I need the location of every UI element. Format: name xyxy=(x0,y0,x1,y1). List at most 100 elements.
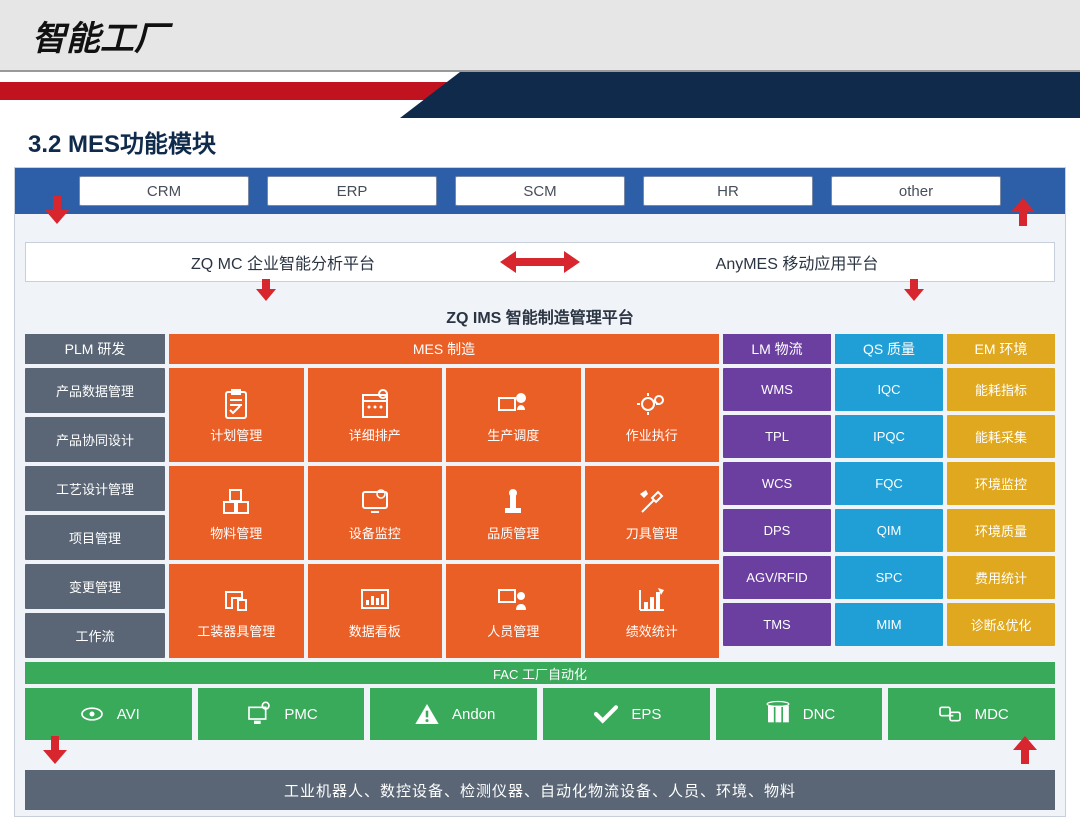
qs-header: QS 质量 xyxy=(835,334,943,364)
servers-icon xyxy=(763,699,793,729)
mes-module: 计划管理 xyxy=(169,368,304,462)
arrow-down-icon xyxy=(43,742,67,766)
mes-module-label: 计划管理 xyxy=(210,425,262,444)
boxes-icon xyxy=(218,484,254,520)
qs-item: FQC xyxy=(835,462,943,505)
em-item: 环境质量 xyxy=(947,509,1055,552)
tools-icon xyxy=(634,484,670,520)
fac-module: MDC xyxy=(888,688,1055,740)
plm-item: 工艺设计管理 xyxy=(25,466,165,511)
warn-icon xyxy=(412,699,442,729)
lm-item: WCS xyxy=(723,462,831,505)
mes-module: 详细排产 xyxy=(308,368,443,462)
fac-module-label: MDC xyxy=(975,706,1009,723)
plm-item: 产品数据管理 xyxy=(25,368,165,413)
arrow-up-icon xyxy=(1011,196,1035,226)
lm-item: AGV/RFID xyxy=(723,556,831,599)
em-item: 费用统计 xyxy=(947,556,1055,599)
fac-module-label: DNC xyxy=(803,706,836,723)
mes-module-label: 设备监控 xyxy=(349,523,401,542)
lm-item: TPL xyxy=(723,415,831,458)
lm-header: LM 物流 xyxy=(723,334,831,364)
mes-module: 刀具管理 xyxy=(585,466,720,560)
mes-module: 生产调度 xyxy=(446,368,581,462)
mes-module-label: 数据看板 xyxy=(349,621,401,640)
mes-module-label: 详细排产 xyxy=(349,425,401,444)
lm-item: TMS xyxy=(723,603,831,646)
platform-right-label: AnyMES 移动应用平台 xyxy=(540,250,1054,274)
mes-module-label: 品质管理 xyxy=(487,523,539,542)
mes-module-label: 工装器具管理 xyxy=(197,621,275,640)
fac-module: EPS xyxy=(543,688,710,740)
top-system-box: CRM xyxy=(79,176,249,206)
mes-module-label: 生产调度 xyxy=(487,425,539,444)
eye-icon xyxy=(77,699,107,729)
top-system-box: ERP xyxy=(267,176,437,206)
em-item: 能耗采集 xyxy=(947,415,1055,458)
mes-module: 设备监控 xyxy=(308,466,443,560)
mes-module: 工装器具管理 xyxy=(169,564,304,658)
page-title: 智能工厂 xyxy=(32,11,168,60)
mes-module-label: 物料管理 xyxy=(210,523,262,542)
platform-left-label: ZQ MC 企业智能分析平台 xyxy=(26,250,540,274)
people-icon xyxy=(495,582,531,618)
top-systems-row: CRMERPSCMHRother xyxy=(15,168,1065,214)
fac-header: FAC 工厂自动化 xyxy=(25,662,1055,684)
platform-row: ZQ MC 企业智能分析平台 AnyMES 移动应用平台 xyxy=(25,242,1055,282)
mes-module: 数据看板 xyxy=(308,564,443,658)
mes-module: 人员管理 xyxy=(446,564,581,658)
mes-module-label: 绩效统计 xyxy=(626,621,678,640)
link-icon xyxy=(935,699,965,729)
em-header: EM 环境 xyxy=(947,334,1055,364)
plm-header: PLM 研发 xyxy=(25,334,165,364)
mes-module-label: 作业执行 xyxy=(626,425,678,444)
fac-module-label: AVI xyxy=(117,706,140,723)
board-icon xyxy=(357,582,393,618)
architecture-diagram: CRMERPSCMHRother ZQ MC 企业智能分析平台 AnyMES 移… xyxy=(14,167,1066,817)
pmc-icon xyxy=(244,699,274,729)
dispatch-icon xyxy=(495,386,531,422)
lm-item: WMS xyxy=(723,368,831,411)
plm-item: 产品协同设计 xyxy=(25,417,165,462)
fac-module: DNC xyxy=(716,688,883,740)
section-subtitle: 3.2 MES功能模块 xyxy=(0,116,1080,163)
lm-item: DPS xyxy=(723,509,831,552)
banner-stripe xyxy=(0,72,1080,116)
em-item: 能耗指标 xyxy=(947,368,1055,411)
bidirectional-arrow-icon xyxy=(500,251,580,273)
gears-icon xyxy=(634,386,670,422)
arrow-up-icon xyxy=(1013,734,1037,764)
fixture-icon xyxy=(218,582,254,618)
plm-item: 项目管理 xyxy=(25,515,165,560)
plm-item: 变更管理 xyxy=(25,564,165,609)
top-system-box: other xyxy=(831,176,1001,206)
arrow-down-icon xyxy=(256,279,276,301)
qs-item: IPQC xyxy=(835,415,943,458)
qs-item: IQC xyxy=(835,368,943,411)
stamp-icon xyxy=(495,484,531,520)
fac-module: Andon xyxy=(370,688,537,740)
arrow-down-icon xyxy=(904,279,924,301)
plm-item: 工作流 xyxy=(25,613,165,658)
ims-platform-title: ZQ IMS 智能制造管理平台 xyxy=(25,300,1055,334)
mes-module-label: 人员管理 xyxy=(487,621,539,640)
mes-module: 绩效统计 xyxy=(585,564,720,658)
mes-module: 物料管理 xyxy=(169,466,304,560)
fac-module-label: EPS xyxy=(631,706,661,723)
mes-module: 作业执行 xyxy=(585,368,720,462)
title-bar: 智能工厂 xyxy=(0,0,1080,72)
qs-item: QIM xyxy=(835,509,943,552)
clipboard-icon xyxy=(218,386,254,422)
top-system-box: HR xyxy=(643,176,813,206)
fac-module-label: PMC xyxy=(284,706,317,723)
em-item: 环境监控 xyxy=(947,462,1055,505)
arrow-down-icon xyxy=(45,202,69,226)
chart-icon xyxy=(634,582,670,618)
mes-module: 品质管理 xyxy=(446,466,581,560)
qs-item: MIM xyxy=(835,603,943,646)
fac-module-label: Andon xyxy=(452,706,495,723)
calendar-icon xyxy=(357,386,393,422)
monitor-icon xyxy=(357,484,393,520)
fac-module: PMC xyxy=(198,688,365,740)
em-item: 诊断&优化 xyxy=(947,603,1055,646)
